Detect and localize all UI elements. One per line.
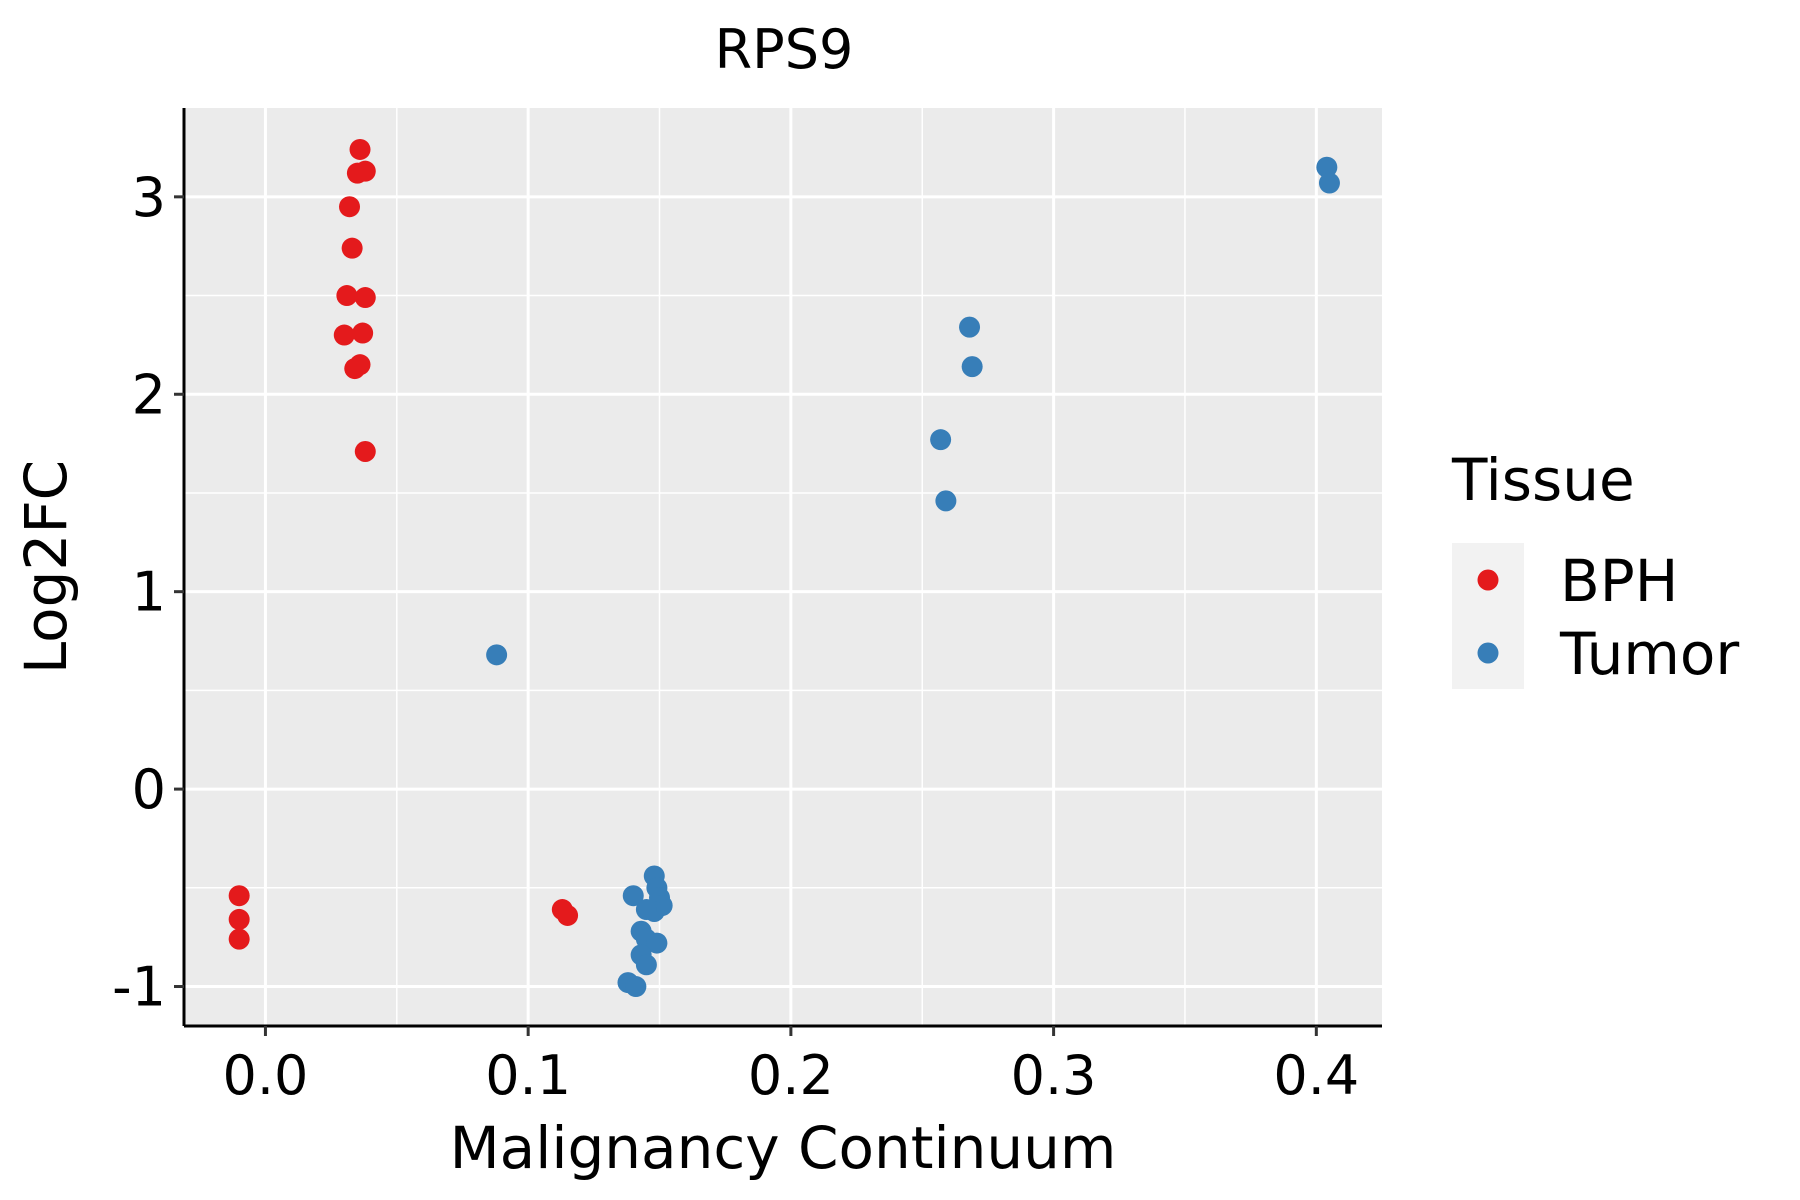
data-point xyxy=(354,287,376,309)
series-bph xyxy=(228,138,579,950)
data-point xyxy=(935,490,957,512)
data-point xyxy=(336,285,358,307)
data-point xyxy=(557,904,579,926)
data-point xyxy=(228,928,250,950)
y-axis-title: Log2FC xyxy=(12,460,80,674)
legend-item-tumor: Tumor xyxy=(1477,620,1739,688)
legend-key-marker xyxy=(1477,569,1499,591)
x-tick-label: 0.4 xyxy=(1273,1044,1359,1107)
y-tick-label: -1 xyxy=(112,956,166,1019)
major-gridlines xyxy=(184,108,1382,1026)
data-point xyxy=(333,324,355,346)
data-point xyxy=(622,885,644,907)
data-point xyxy=(486,644,508,666)
legend-title: Tissue xyxy=(1451,446,1635,514)
data-point xyxy=(930,429,952,451)
data-point xyxy=(354,441,376,463)
data-point xyxy=(1316,156,1338,178)
series-tumor xyxy=(486,156,1340,998)
y-axis-ticks: -1 0 1 2 3 xyxy=(112,166,184,1019)
data-point xyxy=(961,356,983,378)
minor-gridlines xyxy=(184,108,1382,1026)
legend-item-bph: BPH xyxy=(1477,547,1678,615)
data-point xyxy=(959,316,981,338)
data-points xyxy=(228,138,1340,998)
legend-label: Tumor xyxy=(1559,620,1739,688)
plot-panel xyxy=(184,108,1382,1026)
legend-key-marker xyxy=(1477,642,1499,664)
y-tick-label: 2 xyxy=(132,363,166,426)
x-tick-label: 0.0 xyxy=(222,1044,308,1107)
y-tick-label: 3 xyxy=(132,166,166,229)
legend-key-background xyxy=(1452,543,1524,689)
data-point xyxy=(635,954,657,976)
data-point xyxy=(1318,172,1340,194)
data-point xyxy=(341,237,363,259)
x-axis-title: Malignancy Continuum xyxy=(450,1114,1117,1182)
x-tick-label: 0.1 xyxy=(485,1044,571,1107)
data-point xyxy=(339,196,361,218)
y-tick-label: 1 xyxy=(132,561,166,624)
data-point xyxy=(646,932,668,954)
x-tick-label: 0.3 xyxy=(1011,1044,1097,1107)
y-tick-label: 0 xyxy=(132,758,166,821)
data-point xyxy=(352,322,374,344)
data-point xyxy=(354,160,376,182)
x-axis-ticks: 0.0 0.1 0.2 0.3 0.4 xyxy=(222,1026,1359,1107)
data-point xyxy=(625,976,647,998)
data-point xyxy=(228,908,250,930)
x-tick-label: 0.2 xyxy=(748,1044,834,1107)
data-point xyxy=(635,899,657,921)
data-point xyxy=(228,885,250,907)
data-point xyxy=(349,138,371,160)
legend-label: BPH xyxy=(1560,547,1678,615)
chart-title: RPS9 xyxy=(715,18,854,81)
data-point xyxy=(349,354,371,376)
